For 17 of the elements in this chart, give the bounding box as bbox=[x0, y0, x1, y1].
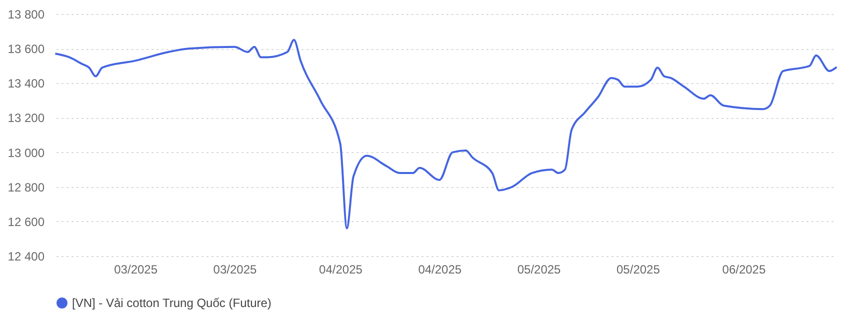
y-tick-label: 13 600 bbox=[8, 42, 45, 56]
x-tick-label: 04/2025 bbox=[418, 262, 462, 276]
y-tick-label: 12 400 bbox=[8, 250, 45, 264]
x-tick-label: 05/2025 bbox=[517, 262, 562, 276]
y-tick-label: 13 800 bbox=[8, 8, 45, 22]
x-tick-label: 03/2025 bbox=[114, 262, 158, 276]
y-tick-label: 13 400 bbox=[8, 76, 45, 91]
y-tick-label: 13 000 bbox=[8, 146, 45, 160]
x-tick-label: 04/2025 bbox=[319, 262, 363, 276]
y-tick-label: 12 800 bbox=[8, 180, 45, 194]
x-tick-label: 05/2025 bbox=[616, 262, 660, 276]
legend-label: [VN] - Vải cotton Trung Quốc (Future) bbox=[72, 296, 272, 310]
y-tick-label: 12 600 bbox=[8, 214, 45, 229]
x-tick-label: 03/2025 bbox=[213, 262, 257, 276]
x-tick-label: 06/2025 bbox=[722, 262, 766, 276]
line-series bbox=[55, 38, 837, 230]
y-tick-label: 13 200 bbox=[8, 111, 45, 126]
